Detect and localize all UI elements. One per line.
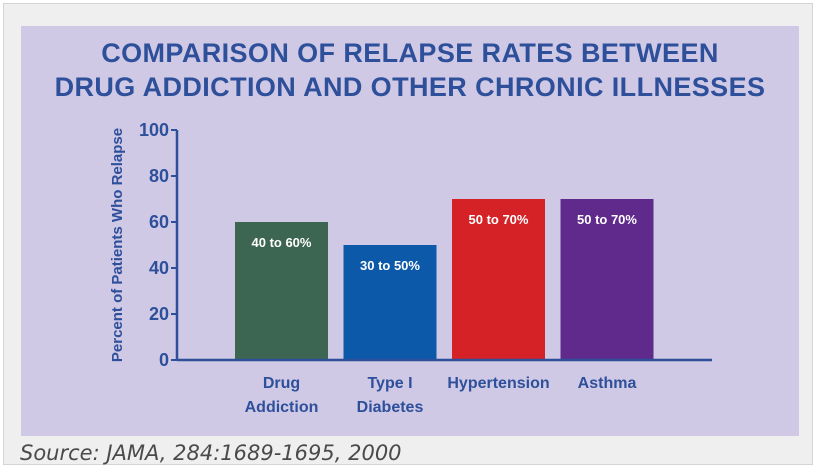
x-category-label: Asthma [578, 375, 637, 392]
chart-panel [21, 26, 799, 436]
y-tick-label: 40 [149, 258, 169, 278]
y-tick-label: 80 [149, 166, 169, 186]
bar-data-label: 40 to 60% [252, 235, 312, 250]
bar-data-label: 50 to 70% [469, 212, 529, 227]
x-category-label: Hypertension [447, 375, 549, 392]
x-category-label: Diabetes [357, 399, 424, 416]
bar [560, 199, 654, 360]
y-axis-label: Percent of Patients Who Relapse [109, 128, 126, 362]
y-tick-label: 60 [149, 212, 169, 232]
x-category-label: Type I [367, 375, 412, 392]
bar [235, 222, 328, 360]
y-axis: 0 20 40 60 80 100 [139, 120, 179, 370]
bar [452, 199, 545, 360]
bar [343, 245, 437, 360]
bar-data-label: 50 to 70% [577, 212, 637, 227]
bar-data-label: 30 to 50% [360, 258, 420, 273]
y-tick-label: 100 [139, 120, 169, 140]
x-category-label: Drug [263, 375, 300, 392]
chart-title-line-2: DRUG ADDICTION AND OTHER CHRONIC ILLNESS… [55, 72, 766, 102]
x-category-label: Addiction [245, 399, 319, 416]
figure-frame [3, 3, 813, 465]
y-tick-label: 20 [149, 304, 169, 324]
y-tick-label: 0 [159, 350, 169, 370]
source-caption: Source: JAMA, 284:1689-1695, 2000 [20, 441, 402, 465]
bars: 40 to 60% 30 to 50% 50 to 70% 50 to 70% [235, 199, 654, 360]
chart-title-line-1: COMPARISON OF RELAPSE RATES BETWEEN [101, 38, 719, 68]
x-axis: Drug Addiction Type I Diabetes Hypertension A… [177, 358, 712, 416]
